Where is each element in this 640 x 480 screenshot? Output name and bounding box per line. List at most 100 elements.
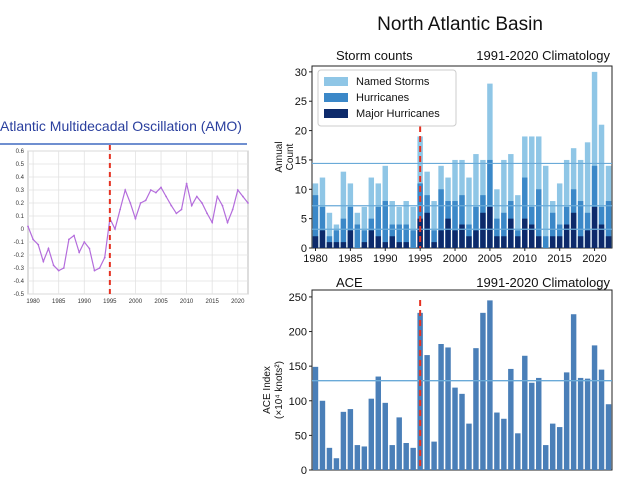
storm-y-tick-label: 30 — [295, 67, 307, 79]
amo-y-tick-label: 0 — [21, 227, 25, 233]
ace-panel-label: ACE — [336, 275, 363, 290]
storm-legend-label: Major Hurricanes — [356, 108, 440, 120]
ace-bar — [319, 400, 326, 470]
ace-bar — [577, 377, 584, 470]
storm-bar-major-hurricanes — [368, 230, 375, 248]
storm-bar-major-hurricanes — [563, 224, 570, 248]
storm-x-tick-label: 1990 — [373, 253, 397, 265]
storm-bar-named-storms — [591, 71, 598, 248]
ace-bar — [466, 423, 472, 470]
amo-data-point — [226, 221, 229, 224]
ace-bar — [570, 314, 577, 470]
amo-data-point — [47, 247, 50, 250]
storm-panel-label: Storm counts — [336, 48, 413, 63]
ace-bar — [312, 366, 319, 470]
amo-data-point — [78, 251, 81, 254]
ace-bar — [445, 347, 451, 470]
storm-bar-hurricanes — [577, 201, 584, 248]
storm-bar-named-storms — [361, 206, 368, 248]
storm-x-tick-label: 2000 — [443, 253, 467, 265]
storm-x-tick-label: 1980 — [303, 253, 327, 265]
storm-climatology-label: 1991-2020 Climatology — [476, 48, 610, 63]
ace-bar — [501, 418, 507, 470]
ace-y-tick-label: 250 — [289, 292, 307, 304]
amo-data-point — [155, 191, 157, 194]
amo-y-tick-label: -0.5 — [14, 292, 25, 298]
amo-y-tick-label: -0.4 — [14, 279, 25, 285]
storm-bar-major-hurricanes — [591, 206, 598, 248]
storm-y-tick-label: 0 — [301, 243, 307, 255]
amo-data-point — [52, 264, 55, 267]
storm-bar-hurricanes — [543, 236, 549, 248]
ace-bar — [480, 312, 486, 470]
ace-bar — [438, 344, 444, 470]
page-title: North Atlantic Basin — [377, 14, 543, 35]
ace-y-axis-label: ACE Index(×10⁴ knots²) — [262, 361, 285, 419]
amo-y-tick-label: 0.4 — [16, 175, 25, 181]
storm-bar-named-storms — [556, 183, 563, 248]
storm-bar-named-storms — [598, 124, 605, 248]
ace-bar — [410, 447, 416, 470]
amo-data-point — [160, 186, 162, 189]
ace-bar — [543, 445, 549, 470]
ace-bar — [591, 345, 598, 470]
storm-bar-major-hurricanes — [361, 242, 368, 248]
amo-data-point — [231, 208, 234, 211]
storm-bar-major-hurricanes — [529, 224, 535, 248]
ace-bar — [487, 300, 493, 470]
storm-bar-hurricanes — [396, 224, 402, 248]
ace-y-tick-label: 0 — [301, 465, 307, 477]
storm-bar-named-storms — [431, 201, 437, 248]
ace-y-tick-label: 200 — [289, 327, 307, 339]
ace-bar — [340, 411, 347, 470]
amo-data-point — [165, 195, 168, 198]
storm-bar-hurricanes — [501, 212, 507, 248]
storm-y-axis-label-line: Annual — [274, 141, 285, 172]
storm-bar-major-hurricanes — [487, 206, 493, 248]
storm-bar-hurricanes — [473, 206, 479, 248]
ace-climatology-label: 1991-2020 Climatology — [476, 275, 610, 290]
storm-bar-major-hurricanes — [577, 236, 584, 248]
storm-bar-major-hurricanes — [438, 230, 444, 248]
amo-data-point — [211, 221, 214, 224]
ace-y-tick-label: 100 — [289, 396, 307, 408]
ace-bar — [375, 376, 381, 470]
ace-bar — [354, 445, 361, 470]
storm-y-tick-label: 10 — [295, 184, 307, 196]
ace-y-axis-label-line: (×10⁴ knots²) — [274, 361, 285, 419]
ace-bar — [403, 443, 409, 470]
storm-bar-major-hurricanes — [382, 242, 388, 248]
storm-bar-major-hurricanes — [424, 212, 430, 248]
storm-bar-major-hurricanes — [326, 242, 333, 248]
ace-bar — [598, 369, 605, 470]
amo-data-point — [175, 212, 178, 215]
ace-bar — [549, 423, 556, 470]
amo-data-point — [119, 208, 121, 211]
storm-bar-hurricanes — [382, 201, 388, 248]
storm-bar-named-storms — [501, 159, 507, 248]
ace-bar — [522, 355, 528, 470]
storm-bar-hurricanes — [361, 230, 368, 248]
amo-data-point — [88, 247, 91, 250]
amo-data-point — [57, 269, 60, 272]
ace-bar — [396, 417, 402, 470]
storm-y-tick-label: 15 — [295, 155, 307, 167]
ace-bar — [431, 441, 437, 470]
storm-bar-major-hurricanes — [312, 236, 319, 248]
storm-bar-hurricanes — [333, 230, 340, 248]
amo-title-underline — [0, 143, 247, 145]
storm-x-tick-label: 2020 — [582, 253, 606, 265]
storm-counts-chart: Storm counts 1991-2020 Climatology 0 5 10 15 2… — [274, 48, 613, 265]
storm-bar-hurricanes — [522, 177, 528, 248]
storm-bar-hurricanes — [389, 224, 395, 248]
amo-chart-title: Atlantic Multidecadal Oscillation (AMO) — [0, 118, 242, 134]
storm-bar-major-hurricanes — [508, 218, 514, 248]
storm-x-tick-label: 1985 — [338, 253, 362, 265]
amo-x-tick-label: 2015 — [206, 299, 220, 305]
storm-bar-major-hurricanes — [403, 242, 409, 248]
amo-y-tick-label: 0.1 — [16, 214, 25, 220]
storm-bar-major-hurricanes — [522, 218, 528, 248]
storm-bar-major-hurricanes — [466, 236, 472, 248]
storm-legend-label: Named Storms — [356, 76, 430, 88]
storm-bar-named-storms — [529, 136, 535, 248]
